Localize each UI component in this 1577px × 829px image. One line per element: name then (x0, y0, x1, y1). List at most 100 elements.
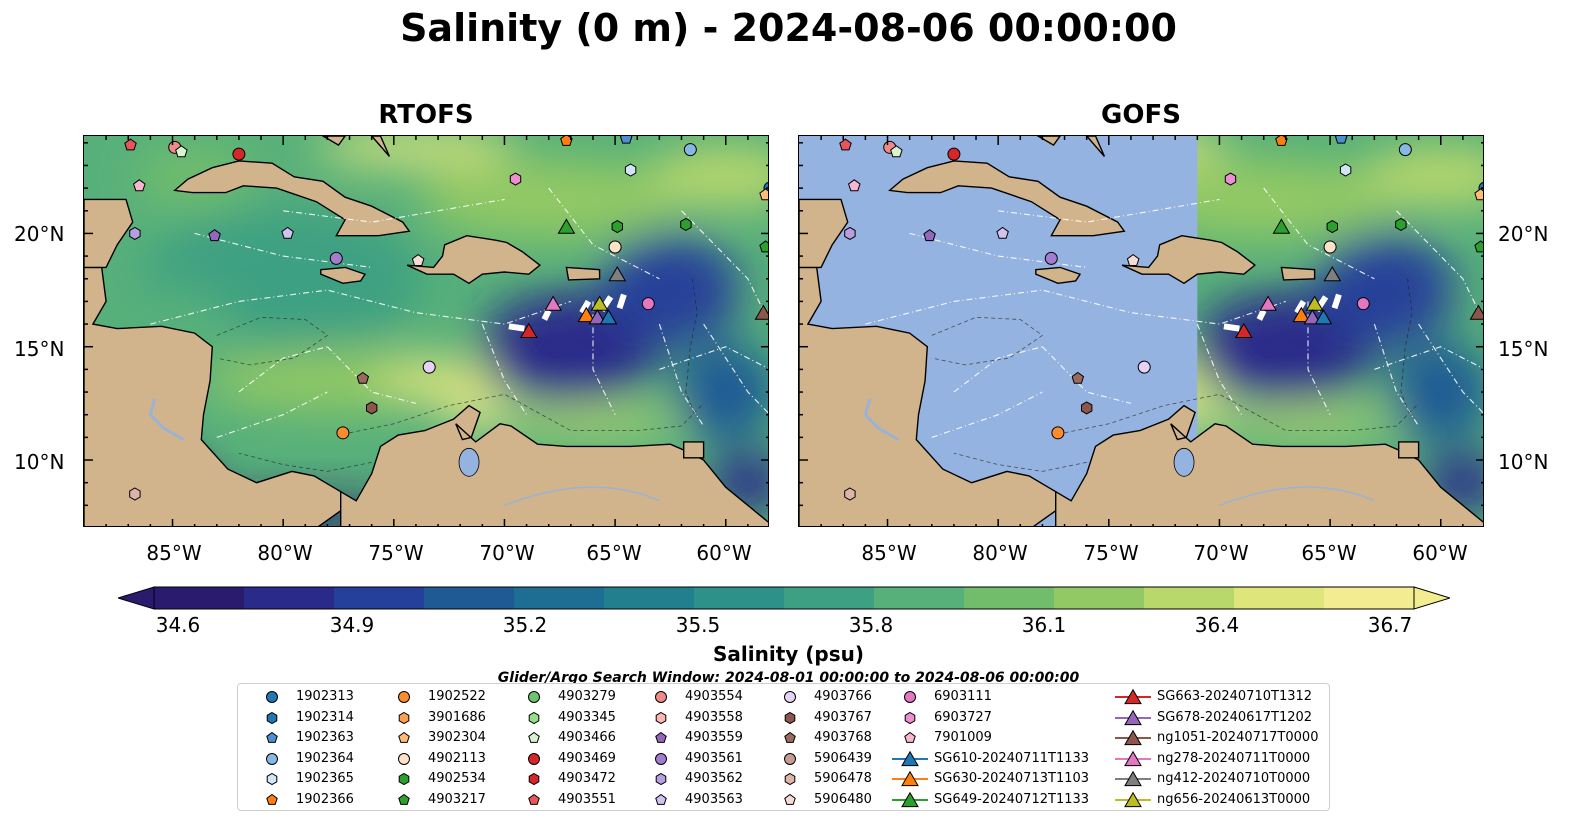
legend-glider-icon (901, 770, 919, 787)
legend-glider-icon (1124, 791, 1142, 807)
legend-marker-icon (655, 711, 667, 724)
legend-marker-icon (398, 731, 410, 743)
legend-marker-icon (784, 691, 796, 703)
legend-label: 4903469 (558, 750, 616, 766)
legend-label: 4903558 (685, 709, 743, 725)
colorbar-tick-label: 34.9 (329, 613, 375, 637)
salinity-field (84, 136, 768, 526)
colorbar-segment (1144, 587, 1235, 609)
legend-marker-icon (528, 772, 540, 786)
legend-marker-icon (528, 731, 540, 743)
legend-marker-icon (784, 793, 796, 805)
glider-tracks (508, 293, 627, 332)
glider-marker-ng278-20240711T0000 (544, 295, 562, 311)
gofs-map[interactable] (798, 135, 1484, 527)
argo-marker-1902364 (683, 143, 697, 157)
argo-marker-6903727 (509, 172, 522, 186)
glider-marker-SG630-20240713T1103 (1292, 306, 1311, 323)
argo-marker-4903767 (366, 401, 378, 415)
colorbar-tick-label: 35.5 (675, 613, 721, 637)
legend-label: ng656-20240613T0000 (1157, 791, 1311, 807)
argo-marker-4903562 (129, 226, 141, 240)
legend-label: 4903472 (558, 771, 616, 786)
land (84, 136, 768, 526)
argo-marker-7901009 (848, 179, 861, 192)
colorbar-segment (244, 587, 335, 609)
panel-title-gofs: GOFS (1101, 100, 1181, 130)
legend-marker-icon (528, 691, 540, 703)
rtofs-map[interactable] (83, 135, 769, 527)
argo-marker-4903563 (281, 226, 294, 239)
legend-label: 4903768 (814, 730, 872, 745)
argo-marker-4903466 (890, 145, 903, 158)
land-bahamas-b (1085, 136, 1106, 157)
y-tick-label: 20°N (1498, 222, 1549, 246)
axis-ticks (84, 136, 768, 526)
argo-marker-4903766 (422, 360, 436, 374)
argo-marker-1902364 (1398, 143, 1412, 157)
argo-marker-5906478 (844, 487, 856, 501)
land-cuba (888, 160, 1126, 237)
glider-marker-SG630-20240713T1103 (577, 306, 596, 323)
legend-label: SG663-20240710T1312 (1157, 689, 1313, 704)
legend-label: 4903554 (685, 689, 743, 704)
x-tick-label: 85°W (146, 541, 202, 565)
land-cuba (173, 160, 411, 237)
legend-label: 4902534 (428, 771, 486, 786)
legend-marker-icon (904, 731, 916, 743)
colorbar-segment (694, 587, 785, 609)
legend-glider-icon (1124, 709, 1142, 725)
legend-marker-icon (266, 772, 278, 786)
argo-marker-1902363 (619, 136, 633, 144)
colorbar-segment (154, 587, 245, 609)
legend-label: 1902313 (296, 689, 354, 704)
legend-marker-icon (266, 711, 278, 724)
legend-marker-icon (398, 793, 410, 805)
argo-marker-4903563 (996, 226, 1009, 239)
argo-marker-4903768 (356, 371, 370, 384)
legend-label: 7901009 (934, 730, 992, 745)
legend-label: 3902304 (428, 730, 486, 745)
colorbar-tick-label: 35.8 (848, 613, 894, 637)
search-window-text: Glider/Argo Search Window: 2024-08-01 00… (497, 670, 1080, 686)
argo-marker-1902363 (1334, 136, 1348, 144)
glider-marker-ng656-20240613T0000 (1305, 295, 1324, 311)
legend-label: 1902365 (296, 771, 354, 786)
x-tick-label: 65°W (586, 541, 642, 565)
argo-marker-4903559 (923, 229, 936, 242)
legend-marker-icon (398, 772, 410, 786)
argo-marker-1902522 (336, 426, 350, 440)
colorbar-label: Salinity (psu) (712, 642, 864, 666)
float-markers (839, 136, 1483, 501)
land-south-america (340, 404, 768, 526)
glider-marker-ng1051-20240717T0000 (1469, 304, 1483, 320)
colorbar-segment (964, 587, 1055, 609)
y-tick-label: 10°N (14, 450, 65, 474)
x-tick-label: 80°W (972, 541, 1028, 565)
legend-label: ng278-20240711T0000 (1157, 750, 1311, 766)
x-tick-label: 85°W (861, 541, 917, 565)
legend-label: 1902364 (296, 750, 354, 766)
legend-label: 4903562 (685, 771, 743, 786)
argo-marker-1902522 (1051, 426, 1065, 440)
argo-marker-4902113 (1323, 240, 1337, 254)
argo-marker-6903111 (1356, 297, 1370, 311)
argo-marker-4902534 (611, 220, 623, 234)
land (799, 136, 1483, 526)
land-yucatan (799, 198, 849, 269)
colorbar-segment (1234, 587, 1325, 609)
glider-marker-SG678-20240617T1202 (1303, 309, 1322, 325)
legend-label: 6903111 (934, 689, 992, 704)
legend: 1902313 1902314 1902363 1902364 1902365 19023… (237, 683, 1330, 811)
lake-maracaibo (1173, 447, 1195, 477)
float-markers (124, 136, 768, 501)
argo-marker-4903551 (124, 138, 137, 151)
argo-marker-4903766 (1137, 360, 1151, 374)
legend-label: 5906480 (814, 791, 872, 807)
legend-label: 4902113 (428, 750, 486, 766)
argo-marker-4903561 (1044, 251, 1058, 265)
legend-glider-icon (1124, 688, 1142, 705)
argo-marker-6903111 (641, 297, 655, 311)
argo-marker-4903561 (329, 251, 343, 265)
legend-glider-icon (901, 791, 919, 807)
